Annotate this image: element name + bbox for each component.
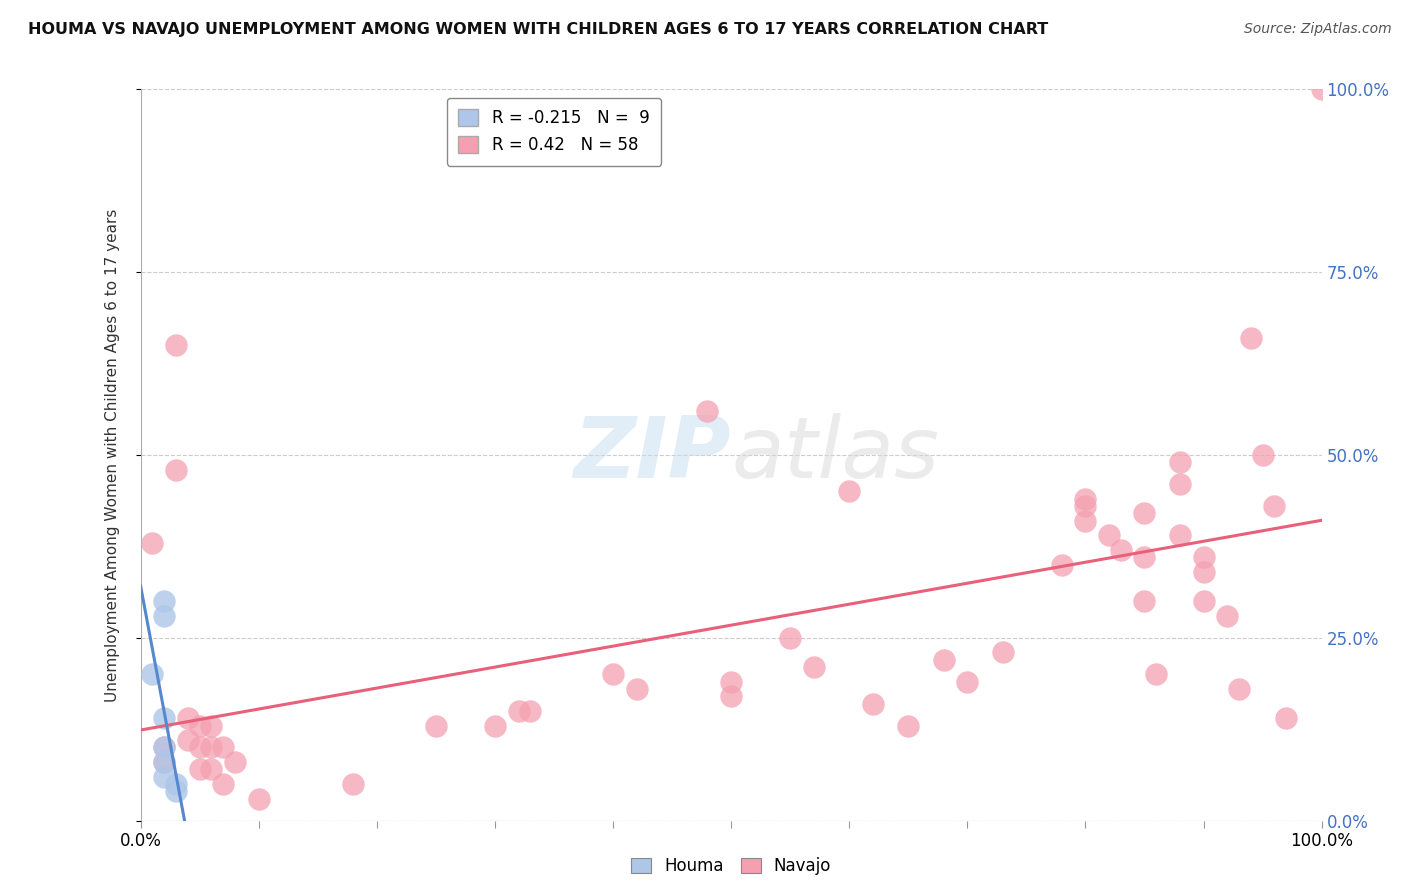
Point [153,755,176,769]
Point [1109,543,1132,558]
Point [224,755,246,769]
Point [1275,711,1298,725]
Point [1098,528,1121,542]
Point [932,653,955,667]
Point [153,594,176,608]
Point [165,338,187,352]
Point [141,667,163,681]
Point [153,770,176,784]
Text: HOUMA VS NAVAJO UNEMPLOYMENT AMONG WOMEN WITH CHILDREN AGES 6 TO 17 YEARS CORREL: HOUMA VS NAVAJO UNEMPLOYMENT AMONG WOMEN… [28,22,1049,37]
Point [1168,455,1191,469]
Point [862,697,884,711]
Point [1251,448,1274,462]
Point [696,404,718,418]
Point [1192,594,1215,608]
Point [1133,550,1156,565]
Point [1133,507,1156,521]
Point [1263,499,1285,513]
Point [1050,558,1073,572]
Point [188,763,211,777]
Point [141,535,163,549]
Point [602,667,624,681]
Point [956,674,979,689]
Point [247,791,270,805]
Point [897,718,920,732]
Point [1074,514,1097,528]
Point [1310,82,1333,96]
Point [1168,528,1191,542]
Point [1074,499,1097,513]
Point [484,718,506,732]
Point [1133,594,1156,608]
Point [177,733,200,747]
Legend: Houma, Navajo: Houma, Navajo [623,849,839,884]
Point [1168,477,1191,491]
Point [200,718,222,732]
Point [1144,667,1167,681]
Text: Source: ZipAtlas.com: Source: ZipAtlas.com [1244,22,1392,37]
Point [212,740,235,755]
Point [188,740,211,755]
Point [838,484,860,499]
Point [425,718,447,732]
Point [200,740,222,755]
Point [720,690,742,704]
Point [153,711,176,725]
Point [165,784,187,798]
Point [153,608,176,623]
Point [1227,681,1250,696]
Point [720,674,742,689]
Point [508,704,530,718]
Text: ZIP: ZIP [574,413,731,497]
Text: atlas: atlas [731,413,939,497]
Point [153,740,176,755]
Point [200,763,222,777]
Legend: R = -0.215   N =  9, R = 0.42   N = 58: R = -0.215 N = 9, R = 0.42 N = 58 [447,97,661,166]
Point [779,631,801,645]
Point [1216,608,1239,623]
Point [188,718,211,732]
Point [1192,565,1215,579]
Point [626,681,648,696]
Point [1240,331,1263,345]
Point [177,711,200,725]
Point [165,777,187,791]
Point [1192,550,1215,565]
Point [342,777,364,791]
Point [165,462,187,476]
Point [1074,491,1097,506]
Point [153,755,176,769]
Point [212,777,235,791]
Point [803,660,825,674]
Point [991,645,1014,659]
Y-axis label: Unemployment Among Women with Children Ages 6 to 17 years: Unemployment Among Women with Children A… [105,208,120,702]
Point [153,740,176,755]
Point [519,704,541,718]
